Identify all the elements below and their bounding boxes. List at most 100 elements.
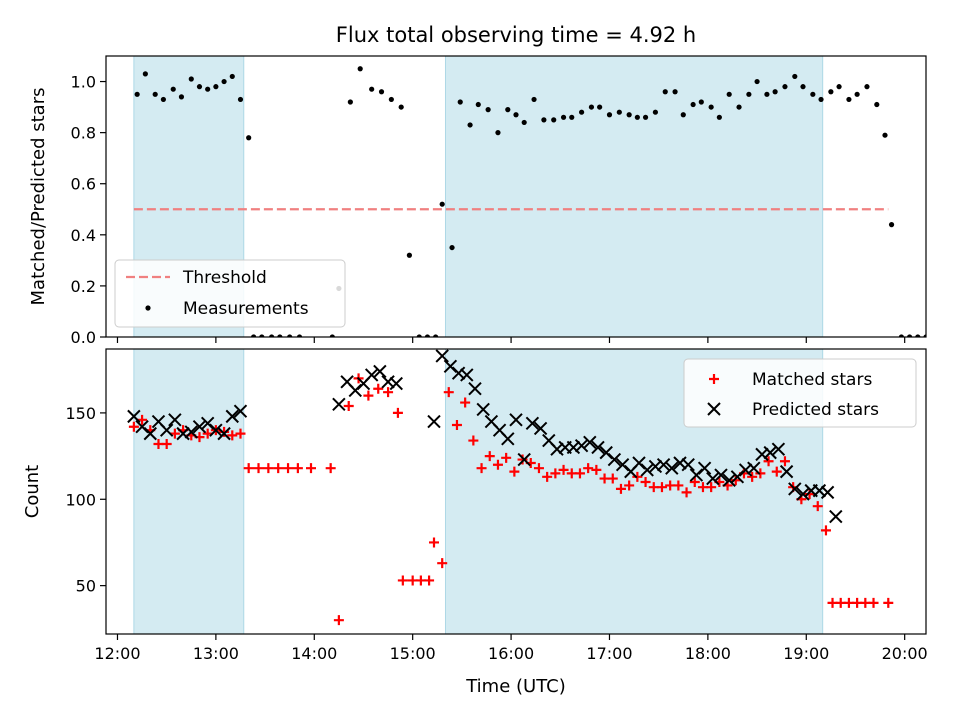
- measurement-point: [882, 132, 888, 138]
- predicted-stars-point: [427, 414, 441, 429]
- top-x-ticks: [116, 337, 906, 343]
- measurement-point: [579, 109, 585, 115]
- matched-stars-point: [492, 459, 503, 470]
- matched-stars-point: [397, 575, 408, 586]
- legend-measurements-label: Measurements: [183, 299, 309, 319]
- x-tick-label: 20:00: [882, 644, 928, 663]
- predicted-stars-point: [697, 461, 712, 475]
- predicted-stars-point: [722, 473, 736, 487]
- matched-stars-point: [243, 463, 254, 474]
- matched-stars-point: [779, 456, 790, 467]
- measurement-point: [828, 89, 834, 95]
- matched-stars-point: [883, 597, 894, 608]
- legend-box: [683, 358, 917, 428]
- matched-stars-point: [437, 558, 448, 569]
- matched-stars-point: [730, 475, 741, 486]
- measurement-point: [142, 71, 148, 77]
- measurement-point: [560, 114, 567, 120]
- legend-matched-label: Matched stars: [752, 370, 872, 390]
- measurement-point: [915, 334, 921, 337]
- predicted-stars-point: [788, 482, 802, 496]
- measurement-point: [588, 104, 595, 110]
- top-y-axis: 0.0 0.2 0.4 0.6 0.8 1.0: [71, 73, 106, 347]
- matched-stars-point: [468, 435, 479, 446]
- matched-stars-point: [443, 387, 454, 398]
- predicted-stars-point: [648, 459, 663, 474]
- predicted-stars-point: [779, 464, 794, 479]
- measurement-point: [357, 66, 363, 72]
- measurement-point: [369, 86, 375, 92]
- y-tick-label: 50: [76, 577, 96, 596]
- measurement-point: [439, 201, 445, 207]
- matched-stars-point: [763, 456, 774, 467]
- matched-stars-point: [542, 471, 553, 482]
- measurement-point: [485, 107, 491, 113]
- matched-stars-point: [219, 426, 230, 437]
- predicted-stars-point: [192, 420, 207, 434]
- matched-stars-point: [501, 452, 512, 463]
- predicted-stars-point: [209, 423, 223, 437]
- measurement-point: [495, 130, 501, 136]
- predicted-stars-point: [747, 461, 761, 475]
- predicted-stars-point: [533, 421, 548, 436]
- predicted-stars-point: [550, 442, 564, 456]
- measurement-point: [188, 76, 194, 82]
- measurement-point: [388, 96, 394, 103]
- matched-stars-point: [325, 463, 336, 474]
- matched-stars-point: [363, 390, 374, 401]
- matched-stars-point: [533, 463, 544, 474]
- measurement-point: [406, 252, 412, 258]
- matched-stars-point: [868, 597, 879, 608]
- measurement-point: [152, 91, 158, 97]
- measurement-point: [606, 112, 613, 118]
- y-tick-label: 0.8: [71, 124, 96, 143]
- measurement-point: [424, 334, 431, 337]
- measurement-point: [505, 107, 511, 113]
- legend-predicted-label: Predicted stars: [752, 400, 879, 420]
- measurement-point: [277, 334, 283, 337]
- measurement-point: [521, 119, 527, 126]
- x-tick-label: 19:00: [783, 644, 829, 663]
- measurement-point: [854, 91, 860, 97]
- measurement-point: [754, 78, 760, 85]
- measurement-point: [541, 117, 547, 123]
- top-legend: Threshold Measurements: [114, 259, 346, 328]
- matched-stars-point: [292, 463, 303, 474]
- predicted-stars-point: [184, 425, 198, 439]
- shaded-interval: [133, 348, 245, 635]
- measurement-point: [907, 334, 913, 337]
- matched-stars-point: [615, 483, 626, 494]
- matched-stars-point: [451, 420, 462, 430]
- matched-stars-point: [640, 477, 651, 487]
- predicted-stars-point: [168, 413, 182, 427]
- measurement-point: [475, 101, 481, 108]
- matched-stars-point: [227, 430, 238, 441]
- predicted-stars-point: [525, 416, 540, 430]
- matched-stars-point: [656, 482, 667, 493]
- matched-stars-point: [624, 480, 635, 491]
- predicted-stars-point: [364, 368, 379, 382]
- y-tick-label: 0.2: [71, 277, 96, 296]
- predicted-stars-point: [373, 364, 387, 379]
- matched-stars-point: [128, 421, 139, 432]
- predicted-stars-point: [574, 439, 589, 453]
- measurement-point: [836, 84, 842, 90]
- measurement-point: [764, 91, 770, 97]
- matched-stars-point: [253, 463, 264, 474]
- predicted-stars-point: [225, 409, 239, 424]
- x-tick-label: 16:00: [488, 644, 534, 663]
- legend-predicted-swatch: [707, 402, 721, 416]
- x-tick-label: 18:00: [685, 644, 731, 663]
- measurement-point: [662, 89, 668, 95]
- predicted-stars-point: [501, 432, 515, 446]
- predicted-stars-point: [591, 440, 605, 455]
- predicted-stars-point: [460, 368, 474, 382]
- predicted-stars-point: [738, 463, 753, 477]
- matched-stars-point: [771, 466, 782, 477]
- matched-stars-point: [804, 489, 815, 500]
- predicted-stars-point: [566, 440, 581, 455]
- x-tick-label: 12:00: [94, 644, 140, 663]
- measurement-point: [569, 114, 575, 120]
- bottom-x-axis-label: Time (UTC): [465, 676, 566, 697]
